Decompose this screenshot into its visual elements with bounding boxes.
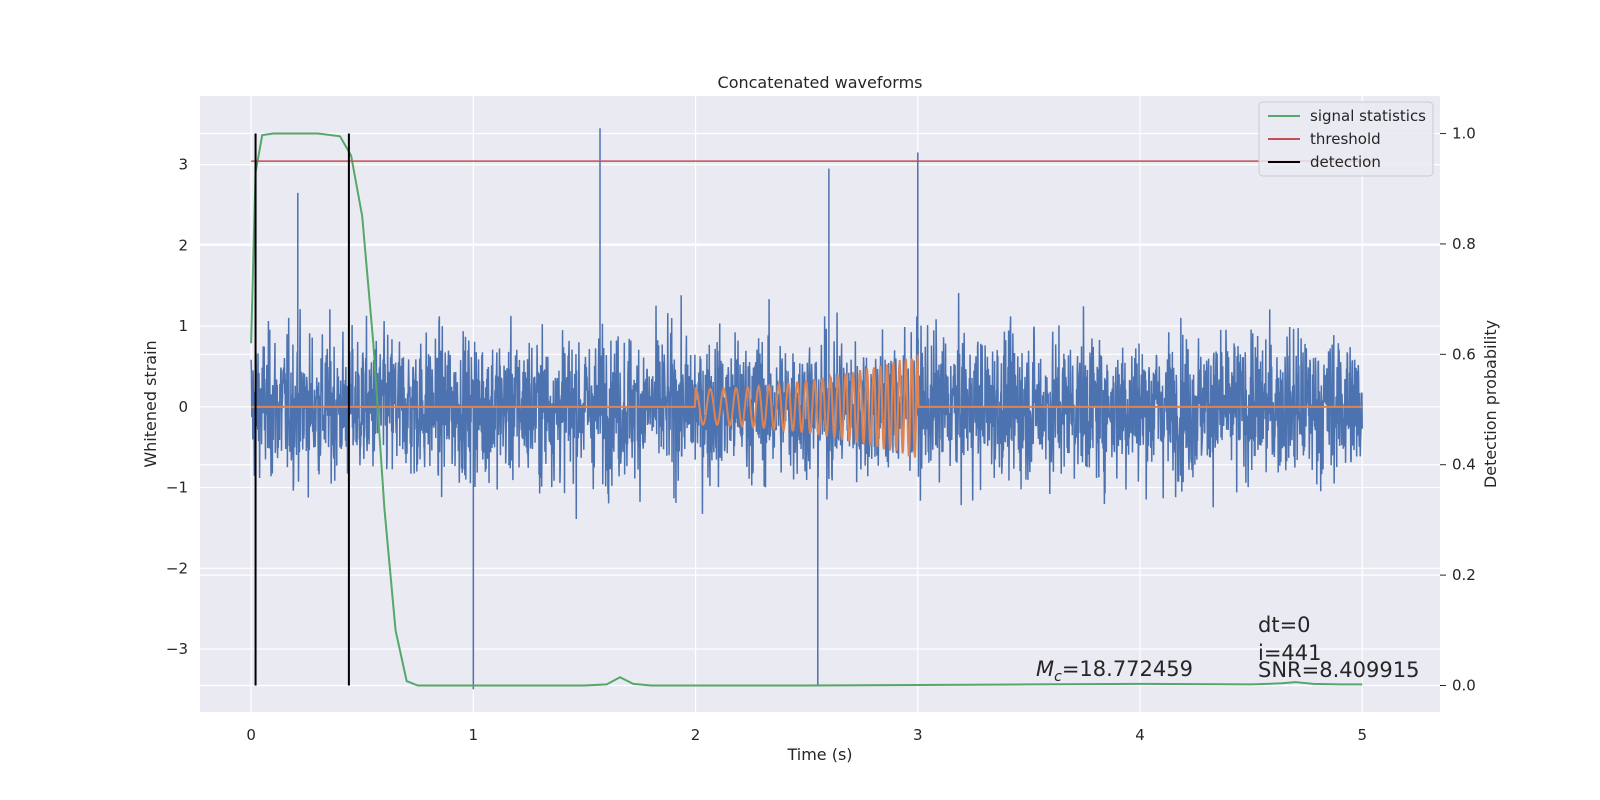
y-tick-label: 0 — [178, 398, 188, 416]
annotations: Mc=18.772459 dt=0 i=441 SNR=8.409915 — [1036, 613, 1419, 685]
legend-label-signal-statistics: signal statistics — [1310, 107, 1426, 125]
strain-series — [250, 128, 1363, 690]
x-tick-label: 3 — [913, 726, 923, 744]
y-axis-label: Whitened strain — [141, 340, 160, 467]
y2-tick-label: 0.4 — [1452, 456, 1476, 474]
y2-tick-label: 0.6 — [1452, 345, 1476, 363]
template-series — [251, 354, 1363, 458]
legend-label-detection: detection — [1310, 153, 1381, 171]
x-tick-label: 2 — [691, 726, 701, 744]
y-tick-label: 3 — [178, 156, 188, 174]
y-tick-label: −2 — [166, 559, 188, 577]
x-tick-label: 0 — [246, 726, 256, 744]
legend-label-threshold: threshold — [1310, 130, 1381, 148]
axis-ticks: 0 1 2 3 4 5 −3 −2 −1 0 1 2 3 0.0 0.2 0.4 0.6 0.8 1.0 — [166, 125, 1476, 744]
legend: signal statistics threshold detection — [1258, 101, 1434, 177]
signal-statistics-series — [250, 132, 1374, 687]
annotation-dt: dt=0 — [1258, 613, 1311, 637]
y-tick-label: −3 — [166, 640, 188, 658]
x-tick-label: 1 — [469, 726, 479, 744]
chart-title: Concatenated waveforms — [718, 73, 923, 92]
legend-box — [1258, 101, 1434, 177]
x-tick-label: 4 — [1135, 726, 1145, 744]
y-tick-label: −1 — [166, 479, 188, 497]
template-line — [251, 354, 1363, 458]
y-tick-label: 1 — [178, 317, 188, 335]
y2-tick-label: 1.0 — [1452, 125, 1476, 143]
y2-tick-label: 0.2 — [1452, 566, 1476, 584]
y-tick-label: 2 — [178, 236, 188, 254]
signal-statistics-line — [250, 132, 1363, 687]
annotation-i: i=441 — [1258, 641, 1322, 665]
x-tick-label: 5 — [1357, 726, 1367, 744]
y2-tick-label: 0.0 — [1452, 677, 1476, 695]
strain-line — [250, 128, 1363, 690]
x-axis-label: Time (s) — [786, 745, 852, 764]
annotation-mc: Mc=18.772459 — [1036, 657, 1193, 685]
y2-tick-label: 0.8 — [1452, 235, 1476, 253]
y2-axis-label: Detection probability — [1481, 320, 1500, 488]
annotation-snr: SNR=8.409915 — [1258, 658, 1419, 682]
